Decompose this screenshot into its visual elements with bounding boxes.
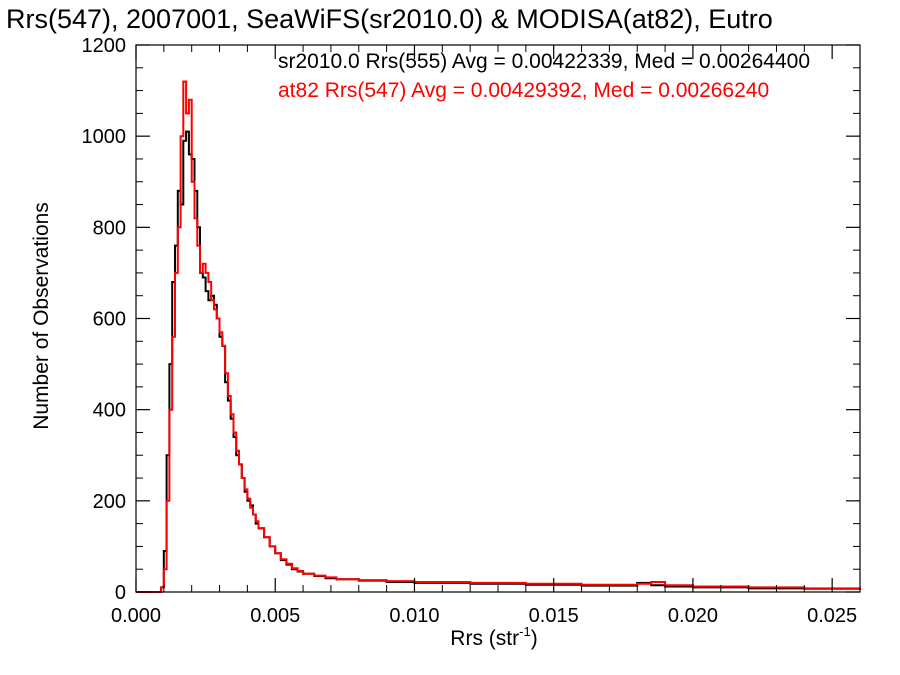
y-tick-label: 1000 bbox=[82, 126, 127, 148]
x-axis-ticks: 0.000 0.005 0.010 0.015 0.020 0.025 bbox=[111, 45, 857, 627]
x-tick-label: 0.005 bbox=[250, 605, 300, 627]
series-2-line bbox=[136, 80, 861, 593]
y-tick-label: 0 bbox=[115, 582, 126, 604]
x-tick-label: 0.015 bbox=[529, 605, 579, 627]
x-tick-label: 0.025 bbox=[807, 605, 857, 627]
y-axis-ticks: 0 200 400 600 800 1000 1200 bbox=[82, 35, 860, 604]
plot-frame bbox=[135, 44, 861, 593]
y-tick-label: 800 bbox=[93, 217, 126, 239]
legend-entry-series-2: at82 Rrs(547) Avg = 0.00429392, Med = 0.… bbox=[278, 79, 769, 102]
x-tick-label: 0.000 bbox=[111, 605, 161, 627]
y-tick-label: 600 bbox=[93, 309, 126, 331]
x-tick-label: 0.020 bbox=[668, 605, 718, 627]
y-tick-label: 400 bbox=[93, 400, 126, 422]
chart-title: Rrs(547), 2007001, SeaWiFS(sr2010.0) & M… bbox=[6, 4, 773, 34]
legend: sr2010.0 Rrs(555) Avg = 0.00422339, Med … bbox=[278, 50, 810, 102]
y-axis-label: Number of Observations bbox=[30, 202, 53, 430]
legend-entry-series-1: sr2010.0 Rrs(555) Avg = 0.00422339, Med … bbox=[278, 50, 810, 73]
plot-series bbox=[136, 80, 861, 593]
y-tick-label: 200 bbox=[93, 491, 126, 513]
series-1-line bbox=[136, 130, 861, 593]
x-tick-label: 0.010 bbox=[389, 605, 439, 627]
x-axis-label: Rrs (str-1) bbox=[450, 624, 537, 650]
axes bbox=[135, 44, 861, 593]
y-tick-label: 1200 bbox=[82, 35, 127, 57]
